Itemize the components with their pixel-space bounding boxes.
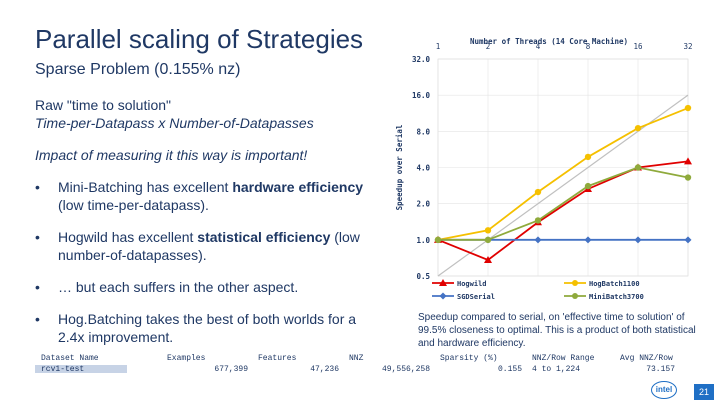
data-point bbox=[684, 157, 692, 165]
bullet-hogbatching: Hog.Batching takes the best of both worl… bbox=[35, 310, 375, 346]
data-point bbox=[684, 104, 692, 112]
speedup-chart: 0.5 1.0 2.0 4.0 8.0 16.0 32.0 1 2 4 8 16 32 Number of… bbox=[395, 37, 692, 301]
bullet-minibatching: Mini-Batching has excellent hardware eff… bbox=[35, 178, 375, 214]
data-point bbox=[634, 124, 642, 132]
data-point bbox=[534, 217, 542, 224]
x-tick-label: 1 bbox=[436, 42, 441, 51]
table-cell: 0.155 bbox=[497, 365, 522, 374]
table-header: Features bbox=[258, 354, 297, 363]
bullet-text: … but each suffers in the other aspect. bbox=[58, 279, 299, 295]
bullet-text: Hog.Batching takes the best of both worl… bbox=[58, 311, 357, 345]
data-point bbox=[434, 236, 442, 244]
table-header: NNZ/Row Range bbox=[532, 354, 595, 363]
x-tick-label: 4 bbox=[536, 42, 541, 51]
y-tick-label: 1.0 bbox=[416, 236, 430, 245]
data-point bbox=[584, 182, 592, 190]
data-point bbox=[534, 236, 542, 244]
bullet-bold-text: statistical efficiency bbox=[197, 229, 331, 245]
y-tick-label: 0.5 bbox=[416, 272, 430, 281]
legend-label: SGDSerial bbox=[457, 293, 495, 301]
series-line bbox=[437, 107, 689, 241]
x-tick-label: 32 bbox=[683, 42, 692, 51]
table-header: Avg NNZ/Row bbox=[620, 354, 673, 363]
table-cell: 49,556,258 bbox=[381, 365, 430, 374]
data-point bbox=[484, 255, 492, 263]
legend-marker bbox=[572, 293, 578, 299]
table-header: Dataset Name bbox=[41, 354, 99, 363]
y-tick-label: 8.0 bbox=[416, 127, 430, 136]
page-number: 21 bbox=[694, 384, 714, 400]
y-tick-label: 4.0 bbox=[416, 164, 430, 173]
data-point bbox=[584, 236, 592, 244]
bullet-text: Hogwild has excellent bbox=[58, 229, 198, 245]
table-header: Examples bbox=[167, 354, 206, 363]
bullet-bold-text: hardware efficiency bbox=[232, 179, 364, 195]
table-cell: 47,236 bbox=[310, 365, 339, 374]
data-point bbox=[684, 236, 692, 244]
bullet-tradeoff: … but each suffers in the other aspect. bbox=[35, 278, 375, 296]
table-header: Sparsity (%) bbox=[440, 354, 498, 363]
formula-label: Time-per-Datapass x Number-of-Datapasses bbox=[35, 115, 314, 131]
table-cell: 677,399 bbox=[214, 365, 248, 374]
table-header: NNZ bbox=[349, 354, 364, 363]
impact-note: Impact of measuring it this way is impor… bbox=[35, 147, 308, 163]
bullet-text: (low time-per-datapass). bbox=[58, 197, 209, 213]
chart-title: Number of Threads (14 Core Machine) bbox=[470, 37, 628, 46]
legend-marker bbox=[572, 280, 578, 286]
y-tick-label: 32.0 bbox=[412, 55, 431, 64]
intel-logo: intel bbox=[651, 381, 677, 399]
bullet-text: (low number-of-datapasses). bbox=[58, 229, 360, 263]
data-point bbox=[484, 236, 492, 244]
bullet-text: Mini-Batching has excellent bbox=[58, 179, 233, 195]
legend-label: HogBatch1100 bbox=[589, 280, 640, 288]
legend-label: MiniBatch3700 bbox=[589, 293, 644, 301]
raw-time-label: Raw "time to solution" bbox=[35, 97, 171, 113]
data-point bbox=[584, 153, 592, 161]
legend-marker bbox=[439, 292, 447, 300]
chart-caption: Speedup compared to serial, on 'effectiv… bbox=[418, 312, 696, 349]
x-tick-label: 2 bbox=[486, 42, 491, 51]
bullet-list: Mini-Batching has excellent hardware eff… bbox=[35, 178, 375, 360]
series-line bbox=[438, 166, 689, 241]
slide-title: Parallel scaling of Strategies bbox=[35, 24, 364, 54]
data-point bbox=[684, 174, 692, 181]
y-tick-label: 16.0 bbox=[412, 91, 431, 100]
table-cell: 73.157 bbox=[646, 365, 675, 374]
legend-label: Hogwild bbox=[457, 280, 487, 288]
dataset-row-highlight bbox=[35, 365, 127, 373]
data-point bbox=[634, 236, 642, 244]
table-cell: 4 to 1,224 bbox=[532, 365, 581, 374]
table-cell: rcv1-test bbox=[41, 365, 85, 374]
bullet-hogwild: Hogwild has excellent statistical effici… bbox=[35, 228, 375, 264]
x-tick-label: 8 bbox=[586, 42, 591, 51]
slide-subtitle: Sparse Problem (0.155% nz) bbox=[35, 61, 241, 78]
y-tick-label: 2.0 bbox=[416, 200, 430, 209]
data-point bbox=[484, 227, 492, 234]
data-point bbox=[634, 164, 642, 171]
legend-marker bbox=[439, 279, 447, 286]
y-axis-label: Speedup over Serial bbox=[395, 125, 404, 211]
series-line bbox=[437, 160, 689, 261]
x-tick-label: 16 bbox=[633, 42, 643, 51]
data-point bbox=[534, 188, 542, 196]
